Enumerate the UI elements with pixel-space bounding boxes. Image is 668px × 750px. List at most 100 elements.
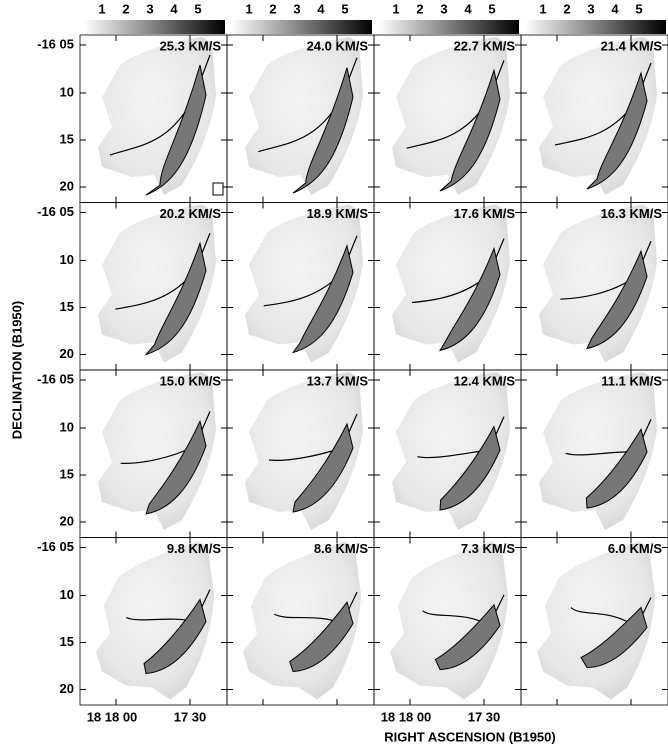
dec-tick-label: -16 05 <box>37 204 74 219</box>
dec-tick-label: 15 <box>60 466 74 481</box>
emission-map <box>392 372 510 530</box>
velocity-label: 21.4 KM/S <box>601 38 663 53</box>
velocity-label: 20.2 KM/S <box>160 206 222 221</box>
channel-panel: 24.0 KM/S <box>226 34 375 203</box>
colorbar-tick-label: 2 <box>563 1 570 16</box>
dec-tick-label: 15 <box>60 131 74 146</box>
panel-frame <box>520 537 668 706</box>
colorbar-tick-label: 5 <box>194 1 201 16</box>
velocity-label: 17.6 KM/S <box>454 206 516 221</box>
colorbar <box>231 20 372 34</box>
emission-map <box>96 541 214 700</box>
dec-tick-label: 15 <box>60 299 74 314</box>
emission-peak <box>291 244 354 354</box>
velocity-label: 6.0 KM/S <box>608 541 663 556</box>
colorbar-tick-label: 4 <box>464 1 472 16</box>
velocity-label: 18.9 KM/S <box>307 206 369 221</box>
channel-panel: 8.6 KM/S <box>226 537 375 706</box>
dec-tick-label: 15 <box>60 634 74 649</box>
ra-tick-label: 17 30 <box>174 709 207 724</box>
colorbar <box>84 20 225 34</box>
emission-map <box>539 37 657 195</box>
ra-tick-label: 18 18 00 <box>381 709 432 724</box>
emission-peak <box>144 241 207 356</box>
velocity-label: 22.7 KM/S <box>454 38 516 53</box>
emission-map <box>243 541 361 700</box>
emission-map <box>245 372 363 530</box>
colorbar-tick-label: 4 <box>317 1 325 16</box>
beam <box>212 182 224 196</box>
colorbar-tick-label: 3 <box>293 1 300 16</box>
emission-peak <box>438 246 501 352</box>
colorbar-tick-label: 3 <box>587 1 594 16</box>
emission-map <box>539 372 657 530</box>
y-axis-label: DECLINATION (B1950) <box>9 301 24 439</box>
colorbar-tick-label: 1 <box>392 1 399 16</box>
ra-tick-label: 17 30 <box>468 709 501 724</box>
emission-peak <box>586 249 648 350</box>
channel-panel: 7.3 KM/S <box>373 537 522 706</box>
channel-panel: 25.3 KM/S <box>79 34 228 203</box>
colorbar-tick-label: 5 <box>635 1 642 16</box>
velocity-label: 12.4 KM/S <box>454 373 516 388</box>
velocity-label: 11.1 KM/S <box>601 373 662 388</box>
emission-map <box>98 372 216 530</box>
emission-map <box>392 37 510 195</box>
colorbar-tick-label: 1 <box>98 1 105 16</box>
velocity-label: 9.8 KM/S <box>167 541 222 556</box>
emission-map <box>537 541 655 700</box>
emission-peak <box>289 601 354 673</box>
colorbar-tick-label: 3 <box>440 1 447 16</box>
dec-tick-label: -16 05 <box>37 36 74 51</box>
channel-panel: 21.4 KM/S <box>520 34 668 203</box>
velocity-label: 8.6 KM/S <box>314 541 369 556</box>
emission-peak <box>292 422 354 513</box>
velocity-label: 15.0 KM/S <box>160 373 222 388</box>
dec-tick-label: 10 <box>60 84 74 99</box>
emission-map <box>245 204 363 363</box>
emission-peak <box>145 64 207 196</box>
channel-panel: 12.4 KM/S <box>373 369 522 538</box>
x-axis-label: RIGHT ASCENSION (B1950) <box>384 729 555 744</box>
colorbar-tick-label: 4 <box>170 1 178 16</box>
dec-tick-label: 10 <box>60 252 74 267</box>
velocity-label: 16.3 KM/S <box>601 206 663 221</box>
velocity-label: 25.3 KM/S <box>160 38 222 53</box>
colorbar-tick-label: 5 <box>341 1 348 16</box>
emission-peak <box>434 603 501 671</box>
velocity-label: 24.0 KM/S <box>307 38 369 53</box>
dec-tick-label: -16 05 <box>37 371 74 386</box>
colorbar-tick-label: 3 <box>146 1 153 16</box>
emission-map <box>245 37 363 195</box>
colorbar-tick-label: 2 <box>269 1 276 16</box>
emission-map <box>390 541 508 700</box>
channel-panel: 9.8 KM/S <box>79 537 228 706</box>
dec-tick-label: -16 05 <box>37 539 74 554</box>
channel-panel: 16.3 KM/S <box>520 202 668 371</box>
dec-tick-label: 10 <box>60 419 74 434</box>
velocity-label: 13.7 KM/S <box>307 373 369 388</box>
colorbar <box>525 20 666 34</box>
emission-map <box>98 204 216 363</box>
channel-panel: 20.2 KM/S <box>79 202 228 371</box>
channel-panel: 18.9 KM/S <box>226 202 375 371</box>
colorbar-tick-label: 2 <box>416 1 423 16</box>
dec-tick-label: 10 <box>60 587 74 602</box>
colorbar <box>378 20 519 34</box>
ra-tick-label: 18 18 00 <box>87 709 138 724</box>
dec-tick-label: 20 <box>60 681 74 696</box>
channel-panel: 13.7 KM/S <box>226 369 375 538</box>
channel-panel: 6.0 KM/S <box>520 537 668 706</box>
emission-peak <box>145 419 207 515</box>
channel-panel: 17.6 KM/S <box>373 202 522 371</box>
emission-peak <box>143 598 207 675</box>
emission-map <box>98 37 216 195</box>
emission-peak <box>439 425 501 511</box>
colorbar-tick-label: 2 <box>122 1 129 16</box>
emission-peak <box>439 68 501 192</box>
emission-peak <box>585 428 648 509</box>
velocity-label: 7.3 KM/S <box>461 541 516 556</box>
colorbar-tick-label: 4 <box>611 1 619 16</box>
channel-panel: 11.1 KM/S <box>520 369 668 538</box>
